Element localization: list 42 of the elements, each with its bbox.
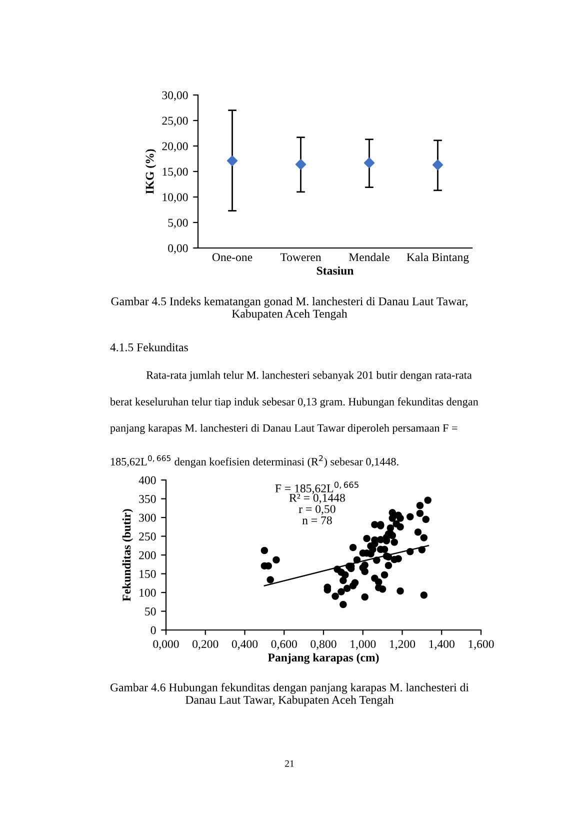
y-tick-label: 300 [139, 514, 156, 522]
y-tick-label: 30,00 [162, 91, 188, 101]
y-tick-label: 0 [150, 626, 156, 634]
y-tick-label: 100 [140, 588, 156, 597]
x-tick-label: 1,600 [468, 640, 494, 650]
x-tick-label: 0,400 [232, 640, 258, 650]
y-tick-label: 0,00 [168, 244, 188, 254]
x-axis-title: Stasiun [316, 266, 354, 275]
annotation: F = 185,62L$^{0,665}$ [275, 482, 358, 494]
x-tick-label: One-one [212, 253, 252, 262]
x-tick-label: 0,200 [192, 640, 218, 650]
x-tick-label: 0,800 [310, 640, 336, 650]
y-tick-label: 15,00 [162, 168, 188, 178]
y-tick-label: 200 [139, 551, 156, 560]
x-tick-label: 1,200 [390, 640, 416, 650]
annotation: R² = 0,1448 [289, 494, 345, 504]
x-tick-label: Mendale [348, 252, 390, 262]
x-tick-label: Kala Bintang [406, 252, 469, 264]
y-tick-label: 50 [145, 607, 156, 616]
text: Rata-rata jumlah telur M. lanchesteri sebanyak 201 butir dengan rata-rata berat keseluruhan telur tiap induk sebesar 0,13 gram. Hubungan fekunditas dengan panjang karapas M. lanchesteri di Danau Laut Tawar diperoleh persamaan F = 185,62L$^{0,665}$ dengan koefisien determinasi (R$^{2}$) sebesar 0,1448. [110, 371, 478, 468]
y-axis-title: IKG (%) [145, 149, 156, 194]
x-tick-label: 1,400 [429, 640, 454, 650]
y-tick-label: 20,00 [162, 142, 188, 152]
y-tick-label: 150 [140, 570, 156, 578]
text: 21 [285, 760, 294, 767]
text: 4.1.5 Fekunditas [110, 343, 188, 352]
y-tick-label: 25,00 [162, 116, 188, 126]
annotation: n = 78 [302, 516, 332, 524]
y-tick-label: 250 [139, 532, 156, 540]
x-tick-label: 1,000 [350, 640, 376, 650]
y-tick-label: 350 [139, 494, 156, 503]
y-axis-title: Fekunditas (butir) [122, 509, 134, 602]
text: Gambar 4.5 Indeks kematangan gonad M. lanchesteri di Danau Laut Tawar, Kabupaten Aceh Tengah [111, 297, 468, 320]
y-tick-label: 10,00 [162, 193, 188, 203]
x-tick-label: 0,600 [271, 640, 297, 650]
annotation: r = 0,50 [298, 505, 336, 515]
text: Gambar 4.6 Hubungan fekunditas dengan panjang karapas M. lanchesteri di Danau Laut Tawar, Kabupaten Aceh Tengah [110, 683, 469, 706]
x-tick-label: Toweren [280, 253, 322, 262]
y-tick-label: 400 [138, 476, 156, 484]
x-axis-title: Panjang karapas (cm) [268, 653, 379, 664]
y-tick-label: 5,00 [168, 218, 188, 228]
x-tick-label: 0,000 [153, 640, 179, 650]
